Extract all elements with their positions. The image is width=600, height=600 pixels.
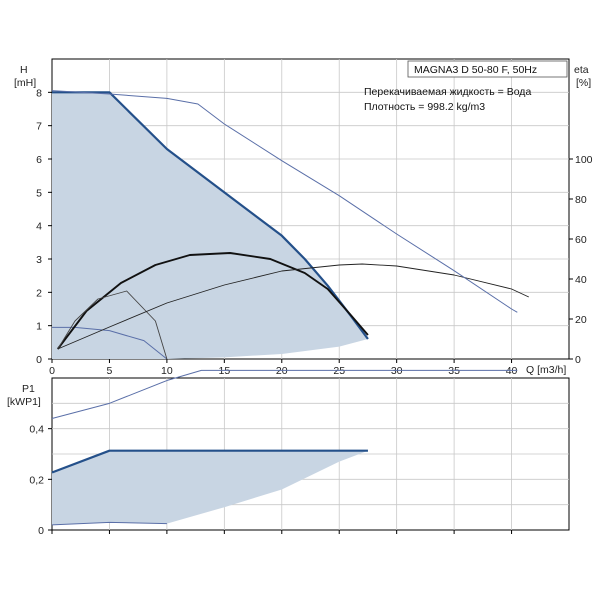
max-power-line [51, 449, 368, 474]
y2-tick-label: 0 [575, 354, 581, 366]
top-y-ticks: 0 1 2 3 4 5 6 7 8 [36, 87, 52, 366]
y2-tick-label: 40 [575, 274, 587, 286]
p1-axis-label-line2: [kWP1] [7, 396, 41, 408]
title-box [407, 60, 568, 78]
power-area-fill [52, 450, 368, 525]
efficiency-max-line [56, 252, 369, 350]
x-tick-label: 15 [218, 365, 230, 377]
y-tick-label: 6 [36, 154, 42, 166]
power-area [52, 450, 368, 525]
bottom-y-ticks: 0 0,2 0,4 [29, 424, 513, 537]
info-density: Плотность = 998.2 kg/m3 [364, 101, 485, 113]
y-tick-label: 7 [36, 121, 42, 133]
y-tick-label: 0 [36, 354, 42, 366]
y2-tick-label: 20 [575, 314, 587, 326]
upper-power-line [51, 369, 518, 420]
min-power-line [51, 521, 167, 526]
y-tick-label: 1 [36, 321, 42, 333]
p1-tick-label: 0,2 [29, 474, 44, 486]
y-tick-label: 2 [36, 287, 42, 299]
top-y2-ticks: 0 20 40 60 80 100 [569, 154, 593, 366]
top-curves [51, 90, 529, 360]
efficiency-min-line [57, 290, 168, 360]
x-tick-label: 35 [448, 365, 460, 377]
x-tick-label: 0 [49, 365, 55, 377]
upper-thin-line [51, 90, 518, 313]
y2-axis-label-line2: [%] [576, 77, 591, 89]
bottom-curves [51, 369, 518, 526]
y-tick-label: 3 [36, 254, 42, 266]
operating-area-fill [52, 92, 368, 359]
y-axis-label-line2: [mH] [14, 77, 36, 89]
y-tick-label: 4 [36, 221, 42, 233]
x-tick-label: 40 [506, 365, 518, 377]
info-fluid: Перекачиваемая жидкость = Вода [364, 86, 531, 98]
y2-tick-label: 60 [575, 234, 587, 246]
y-tick-label: 8 [36, 87, 42, 99]
y2-tick-label: 80 [575, 194, 587, 206]
p1-axis-label-line1: P1 [22, 383, 35, 395]
y2-axis-label-line1: eta [574, 64, 589, 76]
x-tick-label: 25 [333, 365, 345, 377]
chart-title: MAGNA3 D 50-80 F, 50Hz [414, 64, 537, 76]
x-axis-label: Q [m3/h] [526, 364, 566, 376]
x-tick-label: 10 [161, 365, 173, 377]
x-tick-label: 20 [276, 365, 288, 377]
top-x-ticks: 0 5 10 15 20 25 30 35 40 [49, 359, 518, 377]
min-curve-line [52, 326, 168, 360]
operating-area [52, 92, 368, 359]
p1-tick-label: 0,4 [29, 424, 44, 436]
x-tick-label: 5 [107, 365, 113, 377]
y-axis-label-line1: H [20, 64, 28, 76]
eta-wide-line [57, 263, 529, 350]
y2-tick-label: 100 [575, 154, 593, 166]
p1-tick-label: 0 [38, 525, 44, 537]
x-tick-label: 30 [391, 365, 403, 377]
y-tick-label: 5 [36, 187, 42, 199]
